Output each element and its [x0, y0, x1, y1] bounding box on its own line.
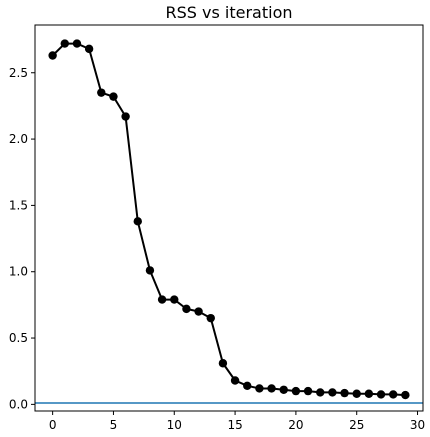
data-point: [170, 295, 179, 304]
x-tick-label: 0: [49, 418, 57, 432]
chart-title: RSS vs iteration: [166, 3, 293, 22]
y-tick-label: 1.0: [9, 265, 28, 279]
data-point: [267, 384, 276, 393]
data-point: [97, 88, 106, 97]
data-point: [376, 390, 386, 399]
data-point: [279, 385, 288, 394]
y-tick-label: 2.5: [9, 66, 28, 80]
data-point: [109, 92, 118, 101]
data-point: [60, 39, 69, 48]
data-point: [194, 307, 203, 316]
y-tick-label: 2.0: [9, 132, 28, 146]
data-point: [255, 384, 264, 393]
data-point: [340, 388, 349, 398]
data-point: [389, 390, 398, 399]
data-point: [218, 359, 228, 368]
x-axis: 0 5 10 15 20 25 30: [49, 411, 425, 432]
x-tick-label: 30: [410, 418, 425, 432]
series-line-0: [51, 42, 406, 397]
data-point: [291, 386, 301, 396]
data-point: [328, 388, 337, 397]
data-point: [72, 39, 82, 48]
data-point: [145, 266, 155, 275]
data-point: [133, 217, 142, 226]
data-point: [157, 295, 167, 304]
x-tick-label: 5: [110, 418, 118, 432]
data-point: [230, 376, 240, 385]
data-point: [182, 304, 191, 314]
data-point: [352, 389, 361, 398]
data-point: [364, 389, 374, 398]
data-point: [48, 51, 57, 60]
y-tick-label: 0.0: [9, 397, 28, 411]
data-point: [121, 112, 130, 121]
x-tick-label: 25: [349, 418, 364, 432]
x-tick-label: 10: [167, 418, 182, 432]
data-point: [243, 381, 252, 390]
y-tick-label: 1.5: [9, 198, 28, 212]
y-tick-label: 0.5: [9, 331, 28, 345]
x-tick-label: 20: [288, 418, 303, 432]
data-point: [303, 386, 313, 396]
data-point: [316, 388, 325, 397]
data-point: [84, 44, 94, 54]
plot-frame: [34, 24, 424, 412]
y-axis: 0.0 0.5 1.0 1.5 2.0 2.5: [9, 66, 35, 411]
data-point: [401, 390, 410, 400]
data-point: [206, 313, 215, 323]
x-tick-label: 15: [227, 418, 242, 432]
plot-area: [35, 39, 423, 404]
